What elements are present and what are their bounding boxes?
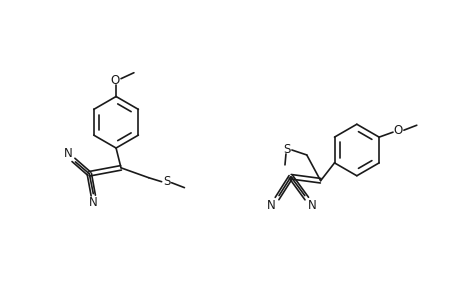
Text: S: S	[162, 175, 170, 188]
Text: S: S	[283, 142, 290, 155]
Text: O: O	[110, 74, 119, 87]
Text: N: N	[308, 199, 316, 212]
Text: N: N	[266, 199, 275, 212]
Text: O: O	[392, 124, 402, 137]
Text: N: N	[64, 148, 73, 160]
Text: N: N	[89, 196, 97, 209]
